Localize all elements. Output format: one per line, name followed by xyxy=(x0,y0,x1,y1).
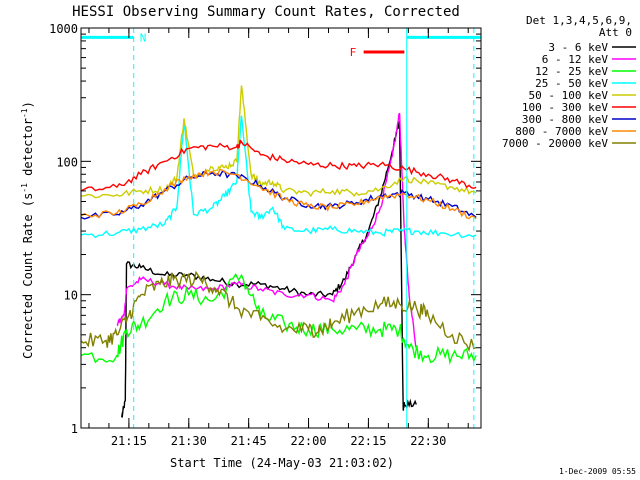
timestamp: 1-Dec-2009 05:55 xyxy=(559,467,636,476)
x-axis-label: Start Time (24-May-03 21:03:02) xyxy=(170,456,394,470)
legend-entry-label: 7000 - 20000 keV xyxy=(502,137,608,150)
series-line xyxy=(80,139,477,192)
series-line xyxy=(116,112,417,348)
plot-area xyxy=(80,85,477,419)
y-axis-label-part: detector xyxy=(21,118,35,183)
series-line xyxy=(80,270,477,353)
y-axis-label-sup: -1 xyxy=(20,183,29,193)
legend-title: Det 1,3,4,5,6,9, xyxy=(526,14,632,27)
chart-title: HESSI Observing Summary Count Rates, Cor… xyxy=(72,4,460,20)
legend-entry-label: 100 - 300 keV xyxy=(522,101,608,114)
y-tick-label: 1 xyxy=(71,422,78,436)
legend-entry-label: 300 - 800 keV xyxy=(522,113,608,126)
series-line xyxy=(80,170,477,220)
y-axis-label-part: ) xyxy=(21,101,35,108)
series-line xyxy=(80,168,477,220)
legend-entry-label: 800 - 7000 keV xyxy=(515,125,608,138)
legend-entry-label: 6 - 12 keV xyxy=(542,53,609,66)
y-tick-label: 100 xyxy=(56,155,78,169)
y-axis-label: Corrected Count Rate (s-1 detector-1) xyxy=(20,101,35,359)
series-line xyxy=(80,85,477,199)
x-tick-label: 21:45 xyxy=(231,434,267,448)
annotations: NF xyxy=(81,28,481,428)
x-tick-label: 22:30 xyxy=(410,434,446,448)
plot-frame xyxy=(80,27,482,429)
legend-entry-label: 12 - 25 keV xyxy=(535,65,608,78)
flare-label: F xyxy=(350,46,357,59)
series-line xyxy=(80,115,477,239)
series-line xyxy=(80,273,477,365)
series-line xyxy=(121,121,417,419)
x-tick-label: 21:15 xyxy=(111,434,147,448)
y-axis: 1 10 100 1000 xyxy=(49,22,481,436)
legend-entry-label: 25 - 50 keV xyxy=(535,77,608,90)
x-axis: 21:15 21:30 21:45 22:00 22:15 22:30 xyxy=(88,28,469,448)
legend-entry-label: 3 - 6 keV xyxy=(548,41,608,54)
y-axis-label-sup: -1 xyxy=(20,108,29,118)
y-tick-label: 10 xyxy=(64,289,78,303)
x-tick-label: 21:30 xyxy=(171,434,207,448)
night-label: N xyxy=(140,31,147,44)
y-axis-label-part: Corrected Count Rate (s xyxy=(21,193,35,359)
x-tick-label: 22:00 xyxy=(290,434,326,448)
legend-title: Att 0 xyxy=(599,26,632,39)
y-tick-label: 1000 xyxy=(49,22,78,36)
legend-entry-label: 50 - 100 keV xyxy=(529,89,609,102)
x-tick-label: 22:15 xyxy=(350,434,386,448)
